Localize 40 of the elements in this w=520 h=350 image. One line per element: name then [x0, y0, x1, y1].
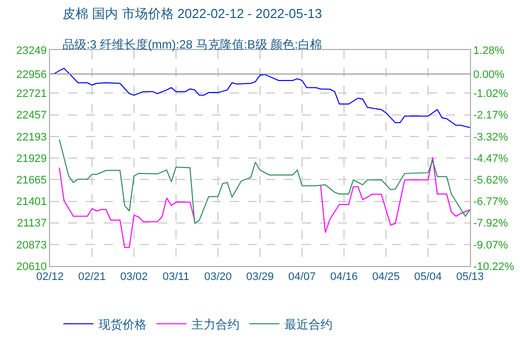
chart-subtitle: 品级:3 纤维长度(mm):28 马克隆值:B级 颜色:白棉 [62, 37, 322, 52]
x-tick-label: 04/25 [372, 271, 400, 284]
x-tick-label: 04/07 [288, 271, 316, 284]
line-series [58, 138, 470, 224]
x-tick-label: 03/29 [246, 271, 274, 284]
y2-tick-label: -6.77% [473, 196, 508, 208]
y-tick-label: 21929 [16, 152, 47, 165]
y-tick-label: 22956 [16, 68, 47, 81]
y-tick-label: 20873 [16, 239, 47, 252]
legend-label: 现货价格 [98, 317, 146, 332]
y2-tick-label: -1.02% [473, 88, 508, 100]
y2-tick-label: -7.92% [473, 218, 508, 230]
x-tick-label: 03/11 [162, 271, 190, 284]
x-tick-label: 03/20 [204, 271, 232, 284]
y-tick-label: 23249 [16, 44, 47, 57]
y-tick-label: 22721 [16, 88, 47, 100]
y-tick-label: 21137 [17, 218, 47, 230]
y2-tick-label: 0.00% [473, 68, 505, 81]
legend-label: 主力合约 [191, 317, 240, 332]
y2-tick-label: -5.62% [473, 174, 508, 186]
y2-tick-label: -10.22% [473, 260, 514, 273]
y2-tick-label: -3.32% [473, 131, 508, 144]
x-tick-label: 03/02 [120, 271, 148, 284]
y2-tick-label: -2.17% [473, 110, 508, 122]
y2-tick-label: -4.47% [473, 152, 508, 165]
y2-tick-label: -9.07% [473, 239, 508, 252]
x-tick-label: 05/04 [414, 271, 442, 284]
x-tick-label: 02/21 [78, 271, 106, 284]
y-tick-label: 22193 [16, 131, 47, 144]
line-series [50, 68, 470, 128]
y-tick-label: 20610 [16, 260, 47, 273]
x-tick-label: 02/12 [36, 271, 64, 284]
legend-label: 最近合约 [284, 317, 332, 332]
y2-tick-label: 1.28% [473, 44, 505, 57]
x-tick-label: 04/16 [330, 271, 358, 284]
y-tick-label: 21665 [16, 174, 47, 186]
y-tick-label: 22457 [16, 110, 47, 122]
y-tick-label: 21401 [16, 196, 47, 208]
chart-title: 皮棉 国内 市场价格 2022-02-12 - 2022-05-13 [62, 6, 322, 21]
x-tick-label: 05/13 [456, 271, 484, 284]
